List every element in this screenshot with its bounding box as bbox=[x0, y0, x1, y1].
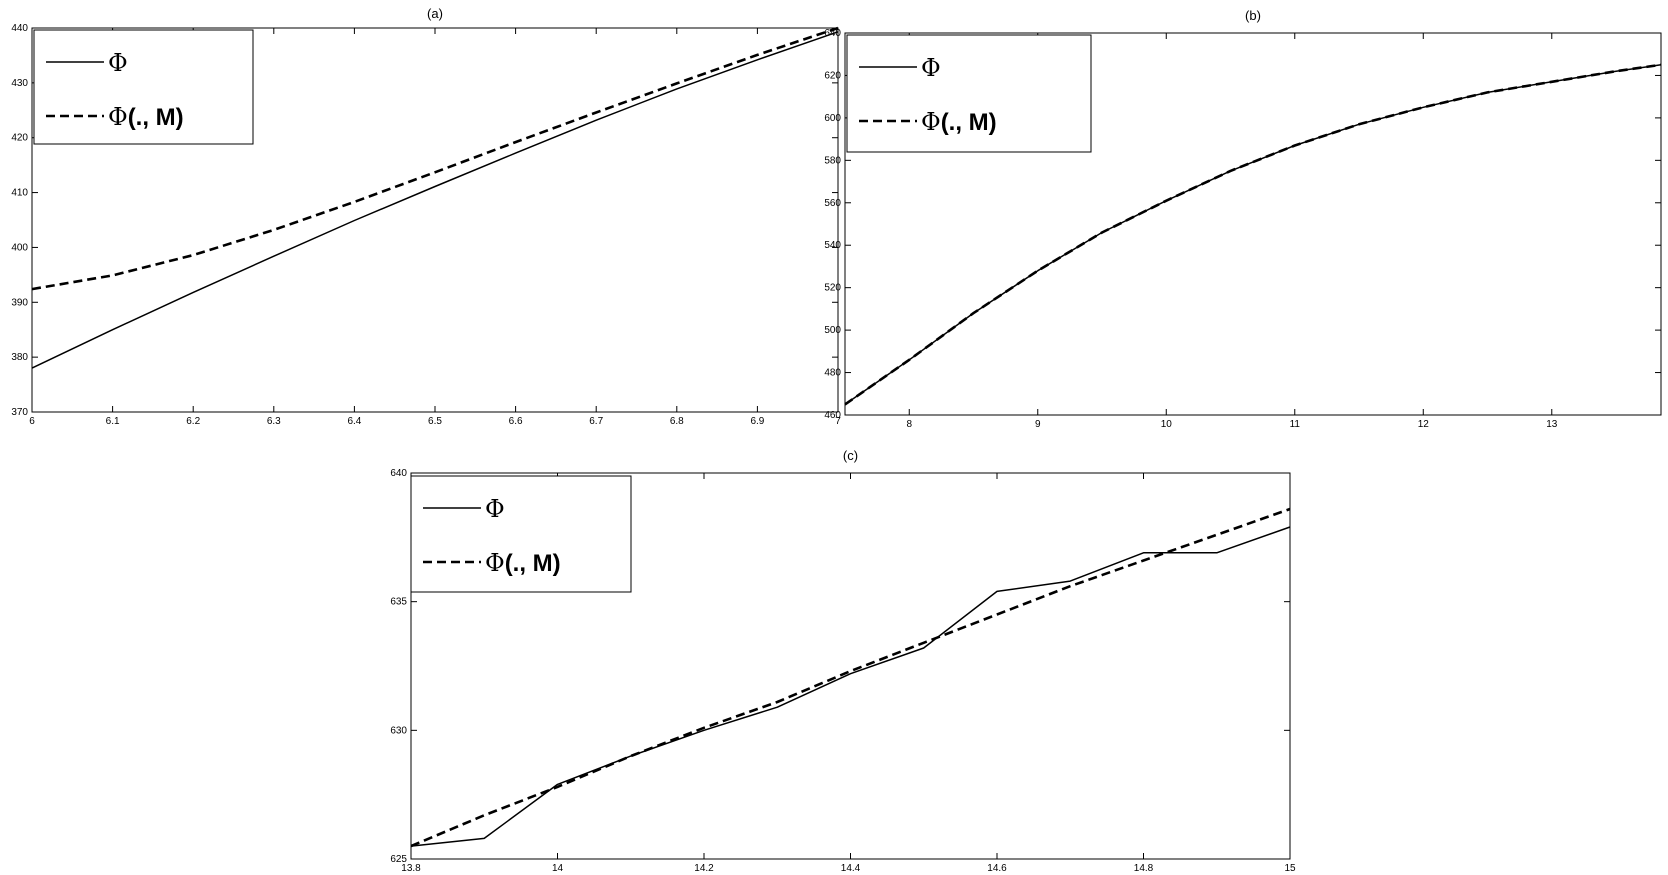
y-tick-label: 400 bbox=[11, 242, 28, 253]
y-tick-label: 440 bbox=[11, 23, 28, 34]
legend-label-phi-m: Φ(., M) bbox=[108, 103, 184, 131]
x-tick-label: 6.1 bbox=[106, 416, 120, 427]
panel-b: (b) 8 9 10 11 12 13 460 480 500 520 540 560 580 600 620… bbox=[824, 8, 1662, 430]
y-tick-label: 520 bbox=[824, 283, 841, 294]
panel-c-legend: Φ Φ(., M) bbox=[410, 475, 632, 593]
x-tick-label: 14.6 bbox=[987, 863, 1007, 874]
x-tick-label: 14.8 bbox=[1134, 863, 1154, 874]
x-tick-label: 6 bbox=[29, 416, 35, 427]
y-tick-label: 540 bbox=[824, 240, 841, 251]
y-tick-label: 640 bbox=[824, 28, 841, 39]
y-tick-label: 480 bbox=[824, 368, 841, 379]
series-line-phi bbox=[844, 64, 1662, 406]
y-tick-label: 390 bbox=[11, 297, 28, 308]
legend-label-phi-m: Φ(., M) bbox=[485, 549, 561, 577]
x-tick-label: 12 bbox=[1418, 419, 1430, 430]
x-tick-label: 6.7 bbox=[589, 416, 603, 427]
series-line-phi-m bbox=[410, 507, 1291, 848]
legend-label-phi: Φ bbox=[485, 495, 505, 523]
y-tick-label: 635 bbox=[390, 597, 407, 608]
legend-box bbox=[846, 34, 1092, 153]
y-tick-label: 620 bbox=[824, 70, 841, 81]
x-tick-label: 14.4 bbox=[841, 863, 861, 874]
series-line-phi bbox=[31, 31, 839, 369]
y-tick-label: 420 bbox=[11, 133, 28, 144]
panel-b-title: (b) bbox=[1245, 8, 1261, 23]
x-tick-label: 15 bbox=[1284, 863, 1296, 874]
x-tick-label: 9 bbox=[1035, 419, 1041, 430]
x-tick-label: 6.5 bbox=[428, 416, 442, 427]
legend-label-phi-m: Φ(., M) bbox=[921, 108, 997, 136]
x-tick-label: 13 bbox=[1546, 419, 1558, 430]
panel-a-title: (a) bbox=[427, 6, 443, 21]
x-tick-label: 14 bbox=[552, 863, 564, 874]
x-tick-label: 6.3 bbox=[267, 416, 281, 427]
x-tick-label: 6.2 bbox=[186, 416, 200, 427]
legend-box bbox=[33, 29, 254, 145]
x-tick-label: 7 bbox=[835, 416, 841, 427]
y-tick-label: 580 bbox=[824, 155, 841, 166]
panel-c-title: (c) bbox=[843, 448, 858, 463]
legend-label-phi: Φ bbox=[921, 54, 941, 82]
panel-a: (a) 6 6.1 6.2 6.3 6.4 6.5 6.6 6.7 6.8 6.9 7 370 380 39… bbox=[11, 6, 841, 427]
x-tick-label: 14.2 bbox=[694, 863, 714, 874]
y-tick-label: 560 bbox=[824, 198, 841, 209]
y-tick-label: 630 bbox=[390, 725, 407, 736]
panel-b-axes-box bbox=[844, 32, 1662, 416]
y-tick-label: 600 bbox=[824, 113, 841, 124]
y-tick-label: 380 bbox=[11, 352, 28, 363]
x-tick-label: 6.8 bbox=[670, 416, 684, 427]
y-tick-label: 640 bbox=[390, 468, 407, 479]
legend-label-phi: Φ bbox=[108, 49, 128, 77]
x-tick-label: 11 bbox=[1290, 419, 1301, 430]
panel-b-legend: Φ Φ(., M) bbox=[846, 34, 1092, 153]
legend-box bbox=[410, 475, 632, 593]
y-tick-label: 370 bbox=[11, 407, 28, 418]
x-tick-label: 6.6 bbox=[509, 416, 523, 427]
x-tick-label: 8 bbox=[906, 419, 912, 430]
y-tick-label: 430 bbox=[11, 78, 28, 89]
x-tick-label: 13.8 bbox=[401, 863, 421, 874]
y-tick-label: 460 bbox=[824, 410, 841, 421]
x-tick-label: 10 bbox=[1161, 419, 1173, 430]
series-line-phi-m bbox=[31, 26, 839, 291]
y-tick-label: 500 bbox=[824, 325, 841, 336]
panel-a-legend: Φ Φ(., M) bbox=[33, 29, 254, 145]
y-tick-label: 410 bbox=[11, 188, 28, 199]
y-tick-label: 625 bbox=[390, 854, 407, 865]
x-tick-label: 6.9 bbox=[750, 416, 764, 427]
panel-c: (c)13.8 14 14.2 14.4 14.6 14.8 15625630635640Φ… bbox=[390, 448, 1296, 874]
x-tick-label: 6.4 bbox=[347, 416, 361, 427]
series-line-phi bbox=[410, 526, 1291, 847]
